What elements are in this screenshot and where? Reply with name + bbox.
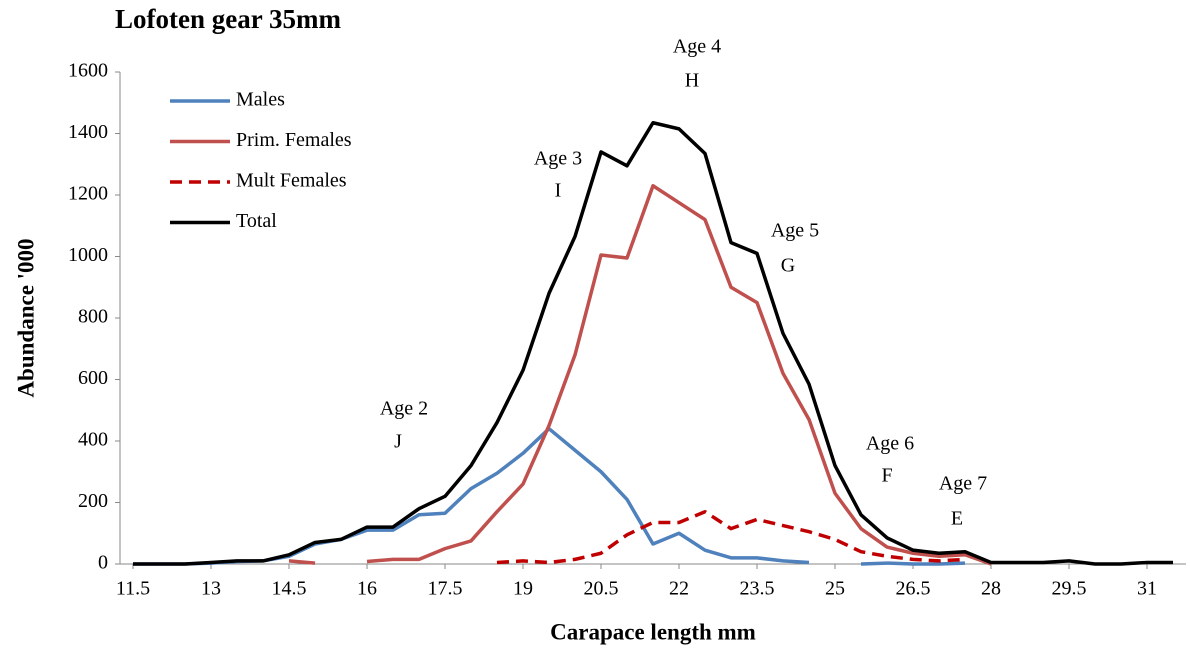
annotation: F (881, 465, 892, 487)
x-tick-label: 31 (1137, 578, 1157, 600)
x-tick-label: 11.5 (116, 578, 150, 600)
annotation: Age 6 (866, 433, 914, 455)
y-tick-label: 600 (78, 367, 108, 389)
legend-label: Prim. Females (236, 129, 352, 151)
annotation: H (685, 70, 699, 92)
legend-label: Males (236, 89, 285, 111)
annotation: Age 4 (673, 36, 721, 58)
annotation: G (781, 255, 795, 277)
y-tick-label: 1000 (68, 244, 108, 266)
x-tick-label: 28 (981, 578, 1001, 600)
x-tick-label: 26.5 (896, 578, 931, 600)
x-axis-label: Carapace length mm (550, 619, 756, 644)
x-tick-label: 29.5 (1052, 578, 1087, 600)
series-line (133, 120, 1173, 566)
chart-title: Lofoten gear 35mm (115, 4, 341, 34)
annotation: Age 2 (380, 398, 428, 420)
x-tick-label: 14.5 (272, 578, 307, 600)
y-tick-label: 1200 (68, 183, 108, 205)
y-tick-label: 0 (98, 552, 108, 574)
annotation: E (951, 508, 963, 530)
x-tick-label: 20.5 (584, 578, 619, 600)
annotation: J (394, 431, 402, 453)
x-tick-label: 22 (669, 578, 689, 600)
y-tick-label: 800 (78, 306, 108, 328)
x-tick-label: 25 (825, 578, 845, 600)
annotation: I (555, 180, 562, 202)
y-tick-label: 200 (78, 490, 108, 512)
x-tick-label: 16 (357, 578, 377, 600)
legend-label: Mult Females (236, 170, 347, 192)
y-tick-label: 1600 (68, 60, 108, 82)
x-tick-label: 19 (513, 578, 533, 600)
y-tick-label: 400 (78, 429, 108, 451)
annotation: Age 5 (771, 220, 819, 242)
series-line (288, 184, 992, 566)
y-axis-label: Abundance '000 (13, 238, 38, 397)
series-line (496, 509, 966, 565)
legend-label: Total (236, 210, 277, 232)
x-tick-label: 23.5 (740, 578, 775, 600)
annotation: Age 3 (534, 148, 582, 170)
x-tick-label: 13 (201, 578, 221, 600)
annotation: Age 7 (939, 473, 987, 495)
x-tick-label: 17.5 (428, 578, 463, 600)
y-tick-label: 1400 (68, 121, 108, 143)
